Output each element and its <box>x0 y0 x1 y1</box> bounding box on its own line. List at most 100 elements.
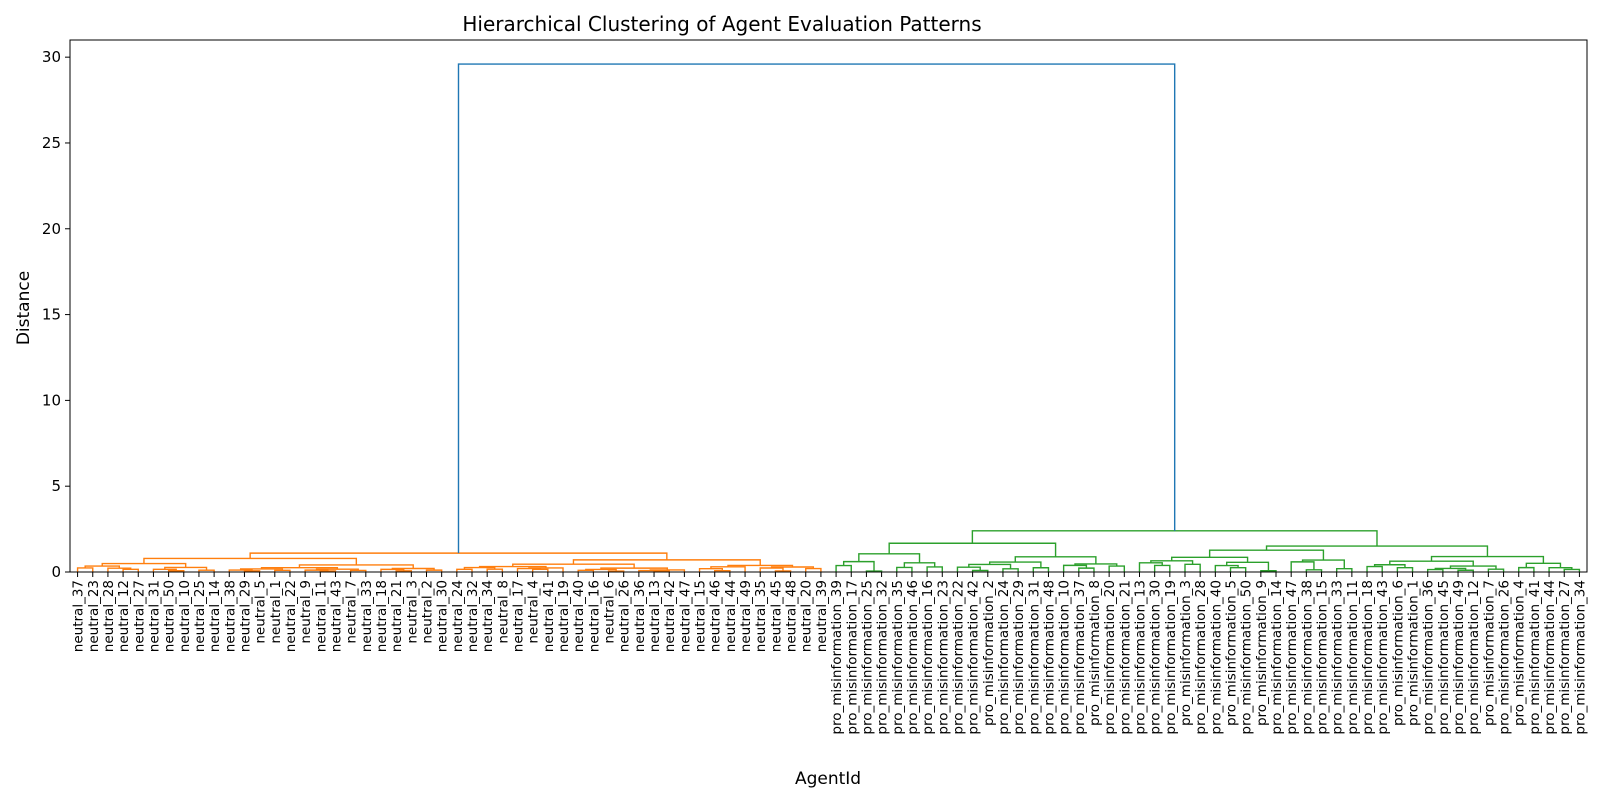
dendrogram-link <box>971 530 1378 547</box>
leaf-label: neutral_33 <box>359 580 375 652</box>
leaf-label: neutral_15 <box>693 580 709 652</box>
dendrogram-link <box>478 565 547 568</box>
dendrogram-link <box>274 569 291 572</box>
leaf-label: pro_misinformation_12 <box>1466 580 1482 735</box>
dendrogram-link <box>76 567 94 572</box>
dendrogram-link <box>1396 567 1414 572</box>
leaf-label: pro_misinformation_11 <box>1345 580 1361 735</box>
leaf-label: pro_misinformation_6 <box>1390 580 1406 726</box>
y-tick-label: 10 <box>42 391 61 409</box>
leaf-label: pro_misinformation_24 <box>996 580 1012 735</box>
leaf-label: neutral_48 <box>784 580 800 652</box>
leaf-label: neutral_2 <box>419 580 435 644</box>
leaf-label: pro_misinformation_36 <box>1421 580 1437 735</box>
dendrogram-link <box>577 569 595 572</box>
leaf-label: pro_misinformation_37 <box>1072 580 1088 735</box>
dendrogram-link <box>1074 563 1118 567</box>
dendrogram-link <box>457 63 1176 554</box>
dendrogram-link <box>1373 564 1406 568</box>
leaf-label: neutral_24 <box>450 580 466 652</box>
dendrogram-link <box>572 559 761 566</box>
leaf-label: pro_misinformation_46 <box>905 580 921 735</box>
leaf-label: neutral_29 <box>237 580 253 652</box>
leaf-label: pro_misinformation_13 <box>1132 580 1148 735</box>
leaf-label: neutral_1 <box>268 580 284 644</box>
leaf-label: pro_misinformation_17 <box>844 580 860 735</box>
leaf-label: neutral_5 <box>253 580 269 644</box>
dendrogram-link <box>531 568 549 572</box>
leaf-label: pro_misinformation_39 <box>829 580 845 735</box>
dendrogram-link <box>516 567 541 572</box>
leaf-label: pro_misinformation_34 <box>1572 580 1588 735</box>
leaf-label: neutral_37 <box>71 580 87 652</box>
leaf-label: neutral_12 <box>116 580 132 652</box>
leaf-label: pro_misinformation_42 <box>966 580 982 735</box>
leaf-label: pro_misinformation_23 <box>935 580 951 735</box>
leaf-label: pro_misinformation_18 <box>1360 580 1376 735</box>
dendrogram-link <box>774 570 792 572</box>
dendrogram-link <box>1214 564 1239 572</box>
leaf-label: neutral_18 <box>374 580 390 652</box>
dendrogram-link <box>1290 561 1315 572</box>
leaf-label: pro_misinformation_26 <box>1497 580 1513 735</box>
y-tick-label: 0 <box>51 563 61 581</box>
dendrogram-link <box>926 566 943 572</box>
leaf-label: pro_misinformation_27 <box>1557 580 1573 735</box>
leaf-label: pro_misinformation_7 <box>1481 580 1497 726</box>
dendrogram-link <box>1226 561 1270 571</box>
y-tick-label: 30 <box>42 48 61 66</box>
dendrogram-link <box>228 569 253 572</box>
dendrogram-link <box>858 553 921 563</box>
dendrogram-link <box>896 566 913 572</box>
chart-title: Hierarchical Clustering of Agent Evaluat… <box>462 12 981 36</box>
x-axis-label: AgentId <box>795 769 861 789</box>
dendrogram-link <box>770 566 815 569</box>
leaf-label: neutral_34 <box>480 580 496 652</box>
leaf-label: neutral_30 <box>435 580 451 652</box>
dendrogram-link <box>1366 565 1383 572</box>
y-axis: 0 5 10 15 20 25 30 <box>42 48 70 581</box>
leaf-label: neutral_7 <box>344 580 360 644</box>
leaf-label: neutral_21 <box>389 580 405 652</box>
leaf-label: neutral_23 <box>86 580 102 652</box>
leaf-label: neutral_19 <box>556 580 572 652</box>
dendrogram-link <box>1078 567 1095 572</box>
leaf-label: neutral_50 <box>162 580 178 652</box>
dendrogram-link <box>528 567 564 572</box>
dendrogram-link <box>425 569 443 572</box>
leaf-label: neutral_32 <box>465 580 481 652</box>
leaf-label: neutral_39 <box>814 580 830 652</box>
leaf-label: pro_misinformation_1 <box>1406 580 1422 726</box>
leaf-label: neutral_38 <box>222 580 238 652</box>
leaf-label: neutral_45 <box>768 580 784 652</box>
dendrogram-link <box>1138 562 1163 572</box>
leaf-label: neutral_31 <box>146 580 162 652</box>
leaf-label: neutral_40 <box>571 580 587 652</box>
leaf-label: pro_misinformation_10 <box>1057 580 1073 735</box>
dendrogram-link <box>888 542 1057 557</box>
leaf-label: neutral_6 <box>602 580 618 644</box>
leaf-label: pro_misinformation_44 <box>1542 580 1558 735</box>
leaf-label: pro_misinformation_9 <box>1254 580 1270 726</box>
dendrogram-link <box>391 567 435 571</box>
leaf-label: neutral_22 <box>283 580 299 652</box>
leaf-label: neutral_28 <box>101 580 117 652</box>
y-tick-label: 5 <box>51 477 61 495</box>
leaf-label: pro_misinformation_21 <box>1117 580 1133 735</box>
leaf-label: neutral_14 <box>207 580 223 652</box>
dendrogram-link <box>698 568 724 572</box>
leaf-label: neutral_4 <box>526 580 542 644</box>
leaf-label: pro_misinformation_2 <box>981 580 997 726</box>
leaf-label: pro_misinformation_22 <box>950 580 966 735</box>
dendrogram-link <box>842 560 875 572</box>
leaf-label: pro_misinformation_40 <box>1208 580 1224 735</box>
leaf-label: pro_misinformation_8 <box>1087 580 1103 726</box>
y-tick-label: 25 <box>42 134 61 152</box>
dendrogram-link <box>1430 555 1545 564</box>
dendrogram-link <box>107 567 132 572</box>
leaf-label: neutral_41 <box>541 580 557 652</box>
leaf-label: pro_misinformation_49 <box>1451 580 1467 735</box>
dendrogram-link <box>1208 549 1325 561</box>
dendrogram-link <box>714 569 731 572</box>
leaf-label: neutral_44 <box>723 580 739 652</box>
